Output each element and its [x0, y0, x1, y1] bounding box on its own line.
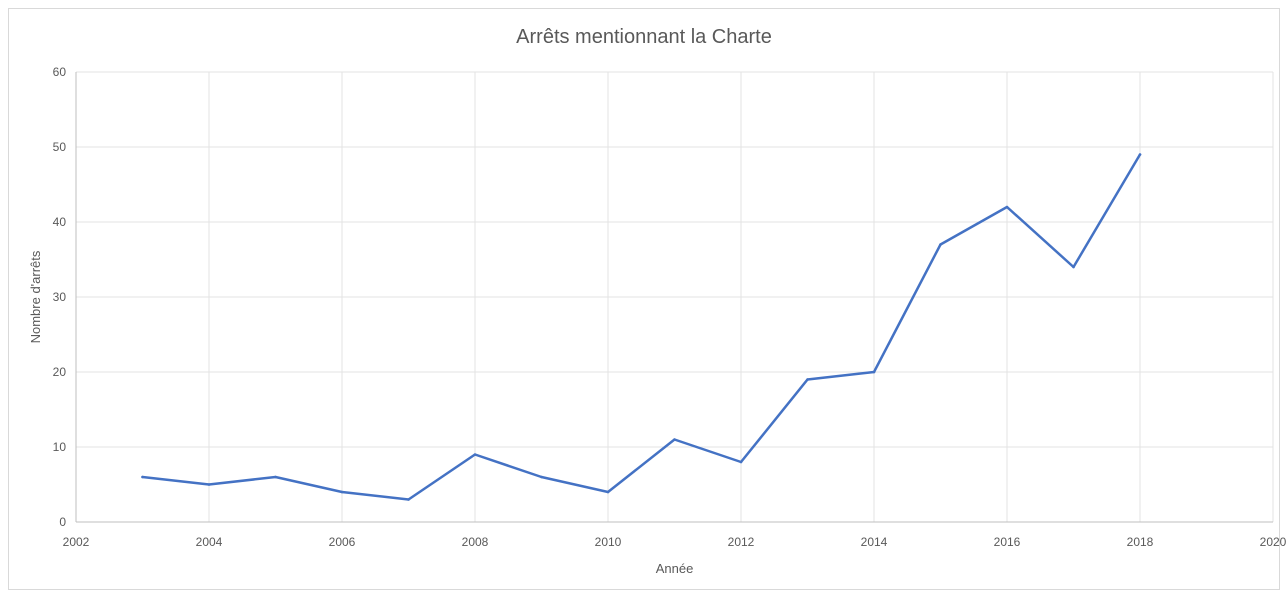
tick-labels: 0 10 20 30 40 50 60 2002 2004 2006 2008 2010 2012 201… — [53, 65, 1287, 549]
data-point — [606, 490, 610, 494]
data-point — [540, 475, 543, 479]
data-point — [872, 370, 876, 374]
y-tick-label: 10 — [53, 440, 67, 454]
chart-title: Arrêts mentionnant la Charte — [516, 26, 772, 48]
data-point — [939, 243, 942, 246]
y-tick-label: 20 — [53, 365, 67, 379]
x-tick-label: 2018 — [1127, 535, 1154, 549]
data-point — [473, 453, 477, 456]
data-point — [207, 483, 211, 486]
data-point — [673, 438, 676, 441]
data-point — [806, 378, 809, 381]
data-point — [739, 460, 743, 464]
y-axis-title: Nombre d'arrêts — [28, 250, 43, 343]
x-tick-label: 2012 — [728, 535, 755, 549]
x-tick-label: 2020 — [1260, 535, 1287, 549]
data-point — [407, 498, 410, 501]
x-tick-label: 2002 — [63, 535, 90, 549]
series-layer — [141, 153, 1142, 501]
data-point — [1072, 265, 1075, 269]
x-tick-label: 2004 — [196, 535, 223, 549]
x-tick-label: 2016 — [994, 535, 1021, 549]
axes — [75, 72, 1273, 523]
x-tick-label: 2008 — [462, 535, 489, 549]
data-point — [1005, 205, 1009, 209]
data-point — [141, 475, 144, 479]
chart-frame — [8, 8, 1280, 590]
y-tick-label: 0 — [59, 515, 66, 529]
series-line — [141, 153, 1142, 501]
x-tick-label: 2010 — [595, 535, 622, 549]
y-tick-label: 30 — [53, 290, 67, 304]
y-tick-label: 60 — [53, 65, 67, 79]
x-tick-label: 2006 — [329, 535, 356, 549]
data-point — [340, 490, 344, 494]
data-point — [1138, 153, 1142, 156]
y-tick-label: 40 — [53, 215, 67, 229]
x-axis-title: Année — [656, 561, 694, 576]
grid-lines — [76, 71, 1274, 522]
x-tick-label: 2014 — [861, 535, 888, 549]
data-point — [274, 475, 277, 479]
y-tick-label: 50 — [53, 140, 67, 154]
